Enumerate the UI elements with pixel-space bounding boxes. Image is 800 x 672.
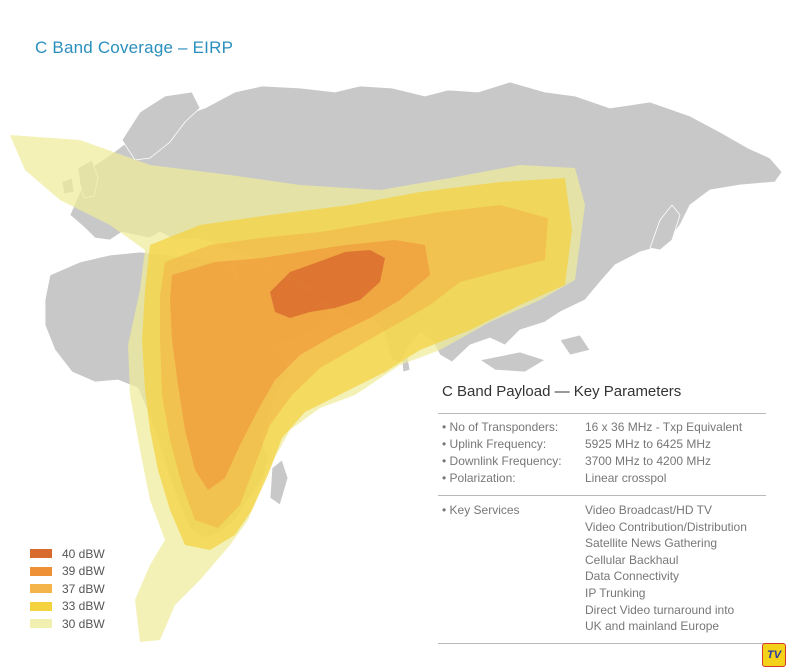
legend-item: 30 dBW: [30, 615, 105, 633]
service-item: Data Connectivity: [585, 569, 680, 584]
service-item: Satellite News Gathering: [585, 536, 718, 551]
japan: [649, 204, 681, 251]
legend-swatch: [30, 601, 52, 611]
parameter-label: • Downlink Frequency:: [442, 454, 562, 468]
scandinavia: [121, 91, 201, 161]
services-list: Video Broadcast/HD TV Video Contribution…: [585, 502, 747, 635]
legend-label: 39 dBW: [62, 564, 105, 579]
key-services: • Key Services Video Broadcast/HD TV Vid…: [438, 502, 766, 635]
contour-39-dbw: [170, 240, 430, 490]
parameter-row: • Downlink Frequency: 3700 MHz to 4200 MH…: [438, 453, 766, 470]
service-item: UK and mainland Europe: [585, 619, 720, 634]
legend-swatch: [30, 549, 52, 559]
parameter-label: • No of Transponders:: [442, 420, 559, 434]
parameter-label: • Polarization:: [442, 471, 516, 485]
map-title: C Band Coverage – EIRP: [35, 38, 234, 57]
parameter-row: • Polarization: Linear crosspol: [438, 470, 766, 487]
divider: [438, 495, 766, 496]
parameter-row: • Uplink Frequency: 5925 MHz to 6425 MHz: [438, 436, 766, 453]
legend-swatch: [30, 619, 52, 629]
services-label: • Key Services: [442, 503, 520, 517]
legend-label: 40 dBW: [62, 546, 105, 561]
divider: [438, 642, 766, 644]
contour-40-dbw: [270, 250, 385, 318]
legend-swatch: [30, 584, 52, 594]
legend-label: 30 dBW: [62, 616, 105, 631]
parameter-value: 5925 MHz to 6425 MHz: [585, 437, 712, 451]
parameter-value: 3700 MHz to 4200 MHz: [585, 454, 712, 468]
se-asia-islands: [478, 334, 591, 373]
legend-item: 33 dBW: [30, 598, 105, 616]
legend-swatch: [30, 566, 52, 576]
legend-item: 37 dBW: [30, 580, 105, 598]
parameter-value: 16 x 36 MHz - Txp Equivalent: [585, 420, 743, 434]
panel-title: C Band Payload — Key Parameters: [442, 383, 682, 400]
parameters-list: • No of Transponders: 16 x 36 MHz - Txp E…: [438, 419, 766, 487]
key-parameters-panel: C Band Payload — Key Parameters • No of …: [438, 383, 766, 644]
parameter-value: Linear crosspol: [585, 471, 667, 485]
service-item: Video Contribution/Distribution: [585, 519, 747, 534]
channel-logo: TV: [762, 643, 786, 667]
eirp-contours: [10, 135, 585, 642]
parameter-label: • Uplink Frequency:: [442, 437, 547, 451]
legend-label: 37 dBW: [62, 581, 105, 596]
divider: [438, 413, 766, 414]
legend-label: 33 dBW: [62, 599, 105, 614]
service-item: IP Trunking: [585, 585, 646, 600]
service-item: Cellular Backhaul: [585, 552, 679, 567]
madagascar: [269, 459, 289, 506]
service-item: Video Broadcast/HD TV: [585, 503, 712, 517]
legend: 40 dBW 39 dBW 37 dBW 33 dBW 30 dBW: [30, 545, 105, 633]
legend-item: 39 dBW: [30, 563, 105, 581]
legend-item: 40 dBW: [30, 545, 105, 563]
service-item: Direct Video turnaround into: [585, 602, 735, 617]
parameter-row: • No of Transponders: 16 x 36 MHz - Txp E…: [438, 419, 766, 436]
